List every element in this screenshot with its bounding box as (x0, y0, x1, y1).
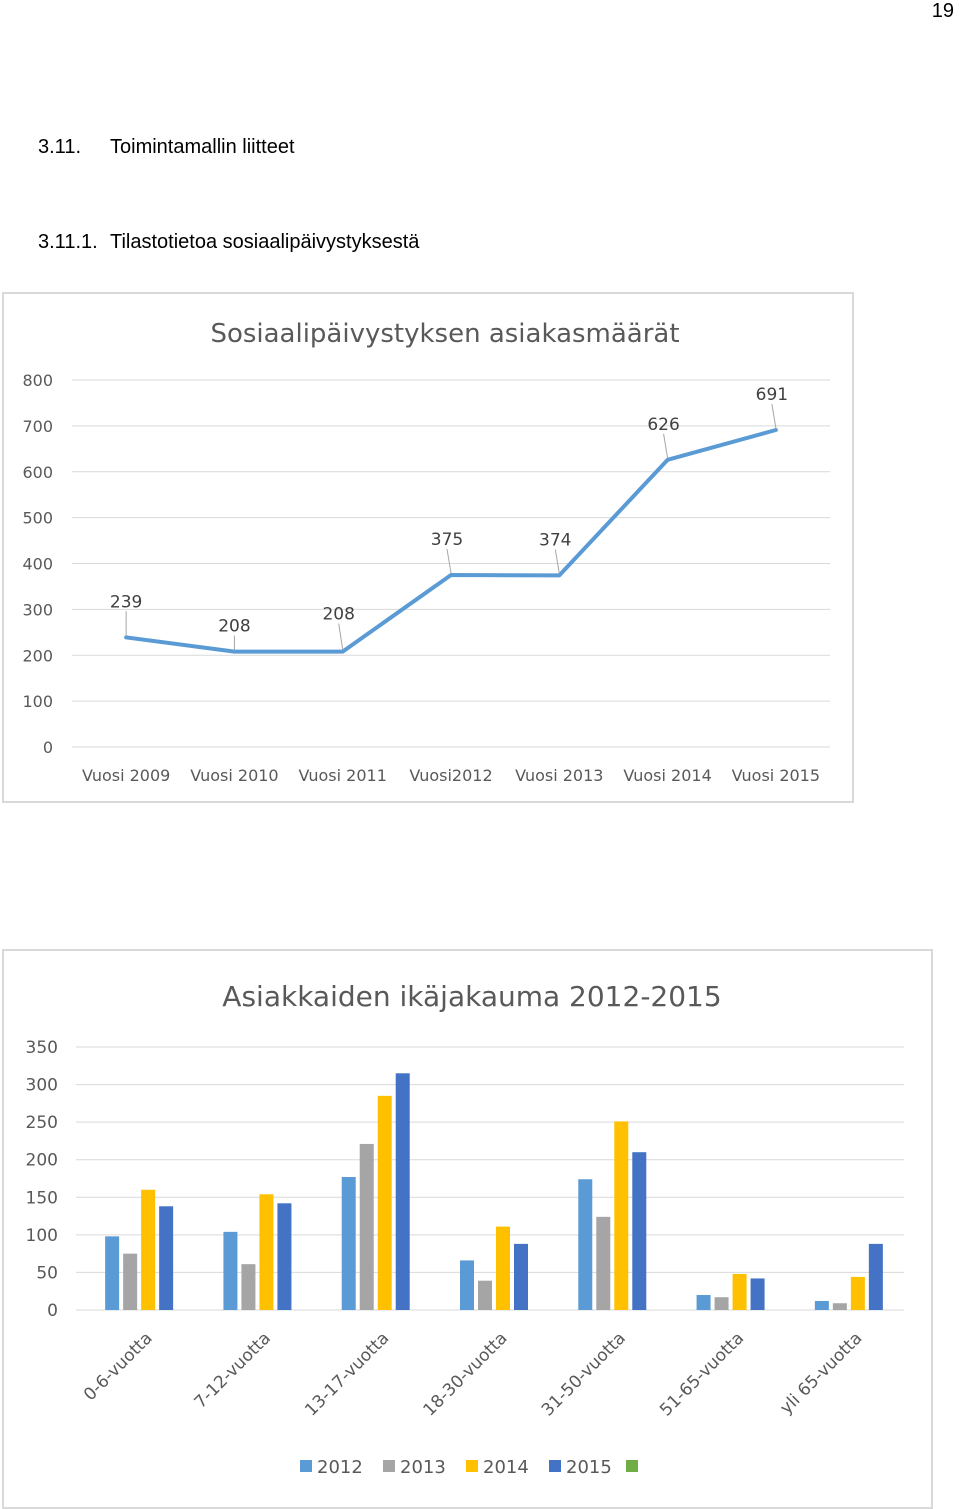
bar-2014 (614, 1121, 629, 1310)
y-tick-label: 200 (22, 646, 53, 665)
data-label: 208 (322, 605, 354, 625)
section-number: 3.11. (38, 136, 81, 158)
y-tick-label: 50 (36, 1263, 58, 1283)
legend-label: 2012 (317, 1457, 363, 1478)
legend-swatch-2012 (300, 1460, 312, 1472)
bar-2015 (514, 1243, 528, 1310)
x-tick-label: 13-17-vuotta (301, 1328, 393, 1420)
y-tick-label: 150 (26, 1188, 58, 1208)
y-tick-label: 350 (26, 1038, 58, 1058)
bar-2015 (395, 1073, 410, 1310)
y-tick-label: 300 (26, 1076, 58, 1096)
chart-title: Sosiaalipäivystyksen asiakasmäärät (210, 319, 679, 349)
bar-2015 (868, 1243, 883, 1310)
customer-count-line-chart: Sosiaalipäivystyksen asiakasmäärät 0 100 20… (2, 292, 854, 803)
bar-2014 (259, 1194, 274, 1310)
data-label-leader (663, 433, 669, 458)
y-tick-label: 300 (22, 600, 53, 619)
bar-2013 (241, 1264, 256, 1310)
data-label: 208 (218, 617, 250, 637)
bar-2012 (696, 1294, 711, 1310)
line-chart-svg: Sosiaalipäivystyksen asiakasmäärät 0 100 20… (22, 319, 830, 785)
x-tick-label: Vuosi 2014 (623, 766, 711, 785)
x-tick-label: 31-50-vuotta (538, 1328, 630, 1420)
x-tick-label: 7-12-vuotta (191, 1328, 275, 1412)
legend-label: 2014 (483, 1457, 529, 1478)
data-label-leader (771, 403, 777, 429)
subsection-number: 3.11.1. (38, 231, 98, 253)
bar-2015 (750, 1278, 765, 1310)
y-tick-label: 0 (43, 738, 53, 757)
x-tick-label: Vuosi2012 (409, 766, 492, 785)
y-tick-label: 400 (22, 555, 53, 574)
bar-2013 (832, 1303, 847, 1310)
data-label: 374 (539, 530, 571, 550)
data-label-leader (338, 623, 344, 650)
bar-2014 (141, 1189, 156, 1310)
legend-swatch-extra (626, 1460, 638, 1472)
subsection-title: Tilastotietoa sosiaalipäivystyksestä (110, 231, 420, 253)
y-tick-label: 500 (22, 509, 53, 528)
bar-2013 (359, 1143, 374, 1310)
bar-2013 (596, 1216, 611, 1310)
bar-2012 (223, 1231, 238, 1310)
legend-label: 2015 (566, 1457, 612, 1478)
bar-2015 (277, 1203, 292, 1310)
series-line (124, 428, 778, 654)
bar-2014 (850, 1276, 865, 1310)
x-tick-label: Vuosi 2011 (299, 766, 387, 785)
x-tick-label: Vuosi 2013 (515, 766, 603, 785)
y-tick-label: 250 (26, 1113, 58, 1133)
y-tick-label: 700 (22, 417, 53, 436)
bar-2013 (478, 1280, 492, 1310)
legend-swatch-2013 (383, 1460, 395, 1472)
x-tick-label: yli 65-vuotta (776, 1328, 866, 1418)
x-tick-label: 18-30-vuotta (420, 1328, 512, 1420)
page-number: 19 (931, 0, 954, 22)
x-tick-label: 51-65-vuotta (656, 1328, 748, 1420)
legend-swatch-2014 (466, 1460, 478, 1472)
y-tick-label: 100 (22, 692, 53, 711)
x-tick-label: Vuosi 2010 (190, 766, 278, 785)
legend-swatch-2015 (549, 1460, 561, 1472)
data-label: 626 (647, 415, 679, 435)
x-tick-label: Vuosi 2009 (82, 766, 170, 785)
x-tick-label: Vuosi 2015 (732, 766, 820, 785)
section-title: Toimintamallin liitteet (110, 136, 295, 158)
bar-2013 (123, 1253, 138, 1310)
y-tick-label: 100 (26, 1226, 58, 1246)
legend-label: 2013 (400, 1457, 446, 1478)
section-heading: 3.11. Toimintamallin liitteet (38, 136, 295, 159)
subsection-heading: 3.11.1. Tilastotietoa sosiaalipäivystykse… (38, 231, 419, 254)
data-label: 375 (431, 530, 463, 550)
bar-2014 (377, 1095, 392, 1310)
age-distribution-bar-chart: Asiakkaiden ikäjakauma 2012-2015 0 50 100 15… (2, 949, 933, 1509)
y-tick-label: 800 (22, 371, 53, 390)
y-tick-label: 200 (26, 1151, 58, 1171)
bar-2014 (732, 1273, 747, 1310)
bar-2012 (578, 1179, 593, 1310)
bar-2012 (460, 1260, 474, 1310)
bar-2015 (632, 1152, 647, 1310)
bar-2012 (341, 1176, 356, 1310)
y-tick-label: 600 (22, 463, 53, 482)
data-label: 691 (756, 385, 788, 405)
bar-chart-svg: Asiakkaiden ikäjakauma 2012-2015 0 50 100 15… (26, 980, 904, 1478)
data-label-leader (446, 548, 452, 574)
chart-title: Asiakkaiden ikäjakauma 2012-2015 (222, 980, 721, 1013)
bar-2012 (814, 1300, 829, 1310)
bar-2014 (496, 1226, 510, 1310)
bar-2013 (714, 1297, 729, 1310)
data-label: 239 (110, 592, 142, 612)
x-tick-label: 0-6-vuotta (80, 1328, 157, 1405)
bar-2012 (105, 1236, 120, 1310)
bar-2015 (159, 1206, 174, 1310)
y-tick-label: 0 (47, 1301, 58, 1321)
data-label-leader (554, 549, 560, 574)
